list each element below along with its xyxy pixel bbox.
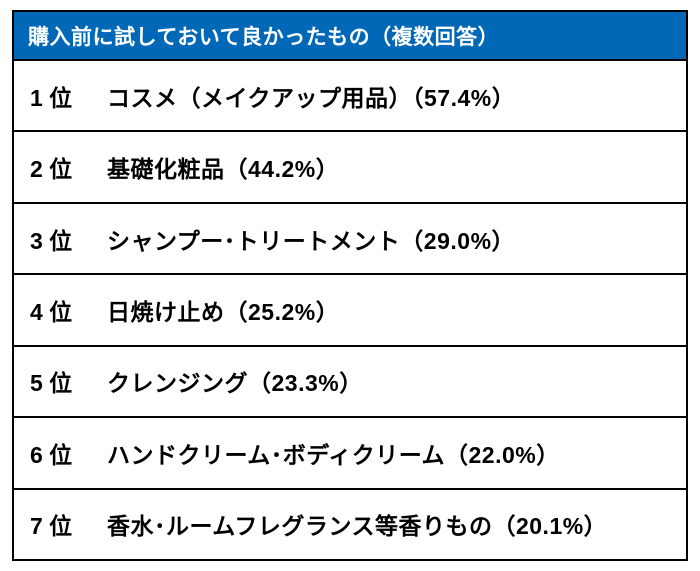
table-row: 3 位 シャンプー･トリートメント（29.0%） (14, 201, 686, 274)
rank-label: 4 位 (30, 298, 73, 325)
rank-label: 1 位 (30, 84, 73, 111)
item-label: 日焼け止め（25.2%） (107, 298, 340, 325)
table-row: 2 位 基礎化粧品（44.2%） (14, 130, 686, 202)
item-label: 基礎化粧品（44.2%） (107, 156, 340, 183)
rank-label: 7 位 (30, 513, 73, 540)
item-label: クレンジング（23.3%） (107, 370, 363, 397)
rank-label: 5 位 (30, 370, 73, 397)
rank-label: 3 位 (30, 227, 73, 254)
table-row: 7 位 香水･ルームフレグランス等香りもの（20.1%） (14, 487, 686, 559)
rank-label: 6 位 (30, 441, 73, 468)
item-label: シャンプー･トリートメント（29.0%） (107, 227, 516, 254)
table-row: 1 位 コスメ（メイクアップ用品）（57.4%） (14, 59, 686, 131)
item-label: コスメ（メイクアップ用品）（57.4%） (107, 84, 516, 111)
table-row: 6 位 ハンドクリーム･ボディクリーム（22.0%） (14, 416, 686, 488)
item-label: ハンドクリーム･ボディクリーム（22.0%） (107, 441, 560, 468)
table-title: 購入前に試しておいて良かったもの（複数回答） (14, 12, 686, 59)
item-label: 香水･ルームフレグランス等香りもの（20.1%） (107, 513, 608, 540)
ranking-table: 購入前に試しておいて良かったもの（複数回答） 1 位 コスメ（メイクアップ用品）… (12, 10, 688, 561)
table-row: 4 位 日焼け止め（25.2%） (14, 273, 686, 345)
rank-label: 2 位 (30, 156, 73, 183)
table-row: 5 位 クレンジング（23.3%） (14, 344, 686, 417)
